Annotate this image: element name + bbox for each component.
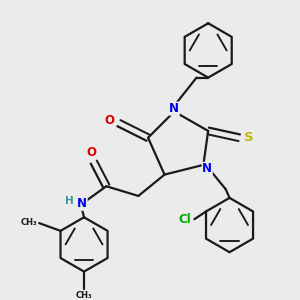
- Text: CH₃: CH₃: [21, 218, 37, 226]
- Text: N: N: [202, 162, 212, 175]
- Text: CH₃: CH₃: [76, 291, 92, 300]
- Text: Cl: Cl: [178, 213, 191, 226]
- Text: S: S: [244, 131, 254, 144]
- Text: O: O: [87, 146, 97, 159]
- Text: H: H: [65, 196, 74, 206]
- Text: N: N: [77, 197, 87, 210]
- Text: O: O: [104, 114, 114, 127]
- Text: N: N: [169, 102, 179, 115]
